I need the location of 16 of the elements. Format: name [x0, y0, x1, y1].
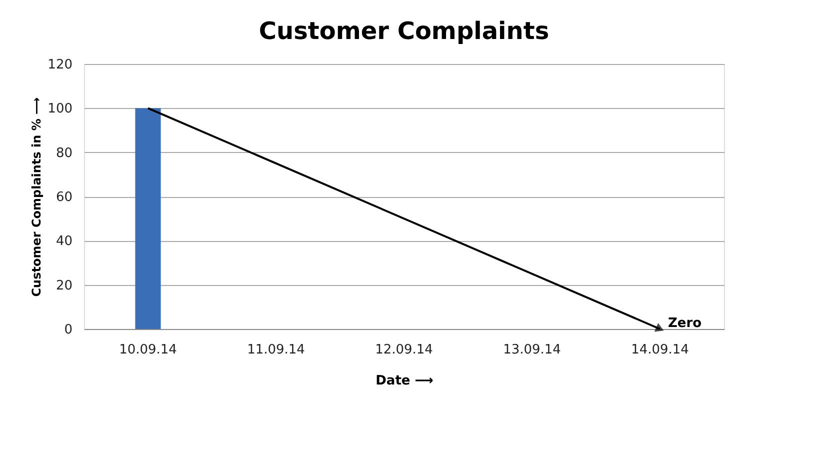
y-tick-label: 20 — [56, 278, 72, 294]
x-tick-label: 14.09.14 — [631, 342, 689, 358]
y-tick-label: 0 — [64, 322, 72, 338]
x-axis-title: Date ⟶ — [376, 374, 434, 388]
y-tick-label: 80 — [56, 146, 72, 161]
x-tick-label: 10.09.14 — [119, 342, 177, 358]
y-tick-label: 40 — [56, 234, 72, 250]
y-tick-label: 100 — [48, 102, 72, 117]
y-axis-title: Customer Complaints in % ⟶ — [30, 97, 44, 297]
y-tick-label: 60 — [56, 190, 72, 205]
y-tick-label: 120 — [48, 58, 72, 72]
x-tick-label: 11.09.14 — [247, 342, 305, 358]
x-tick-label: 12.09.14 — [375, 342, 433, 358]
chart-title: Customer Complaints — [258, 17, 550, 45]
annotation: Zero — [668, 316, 702, 331]
x-tick-label: 13.09.14 — [503, 342, 561, 358]
